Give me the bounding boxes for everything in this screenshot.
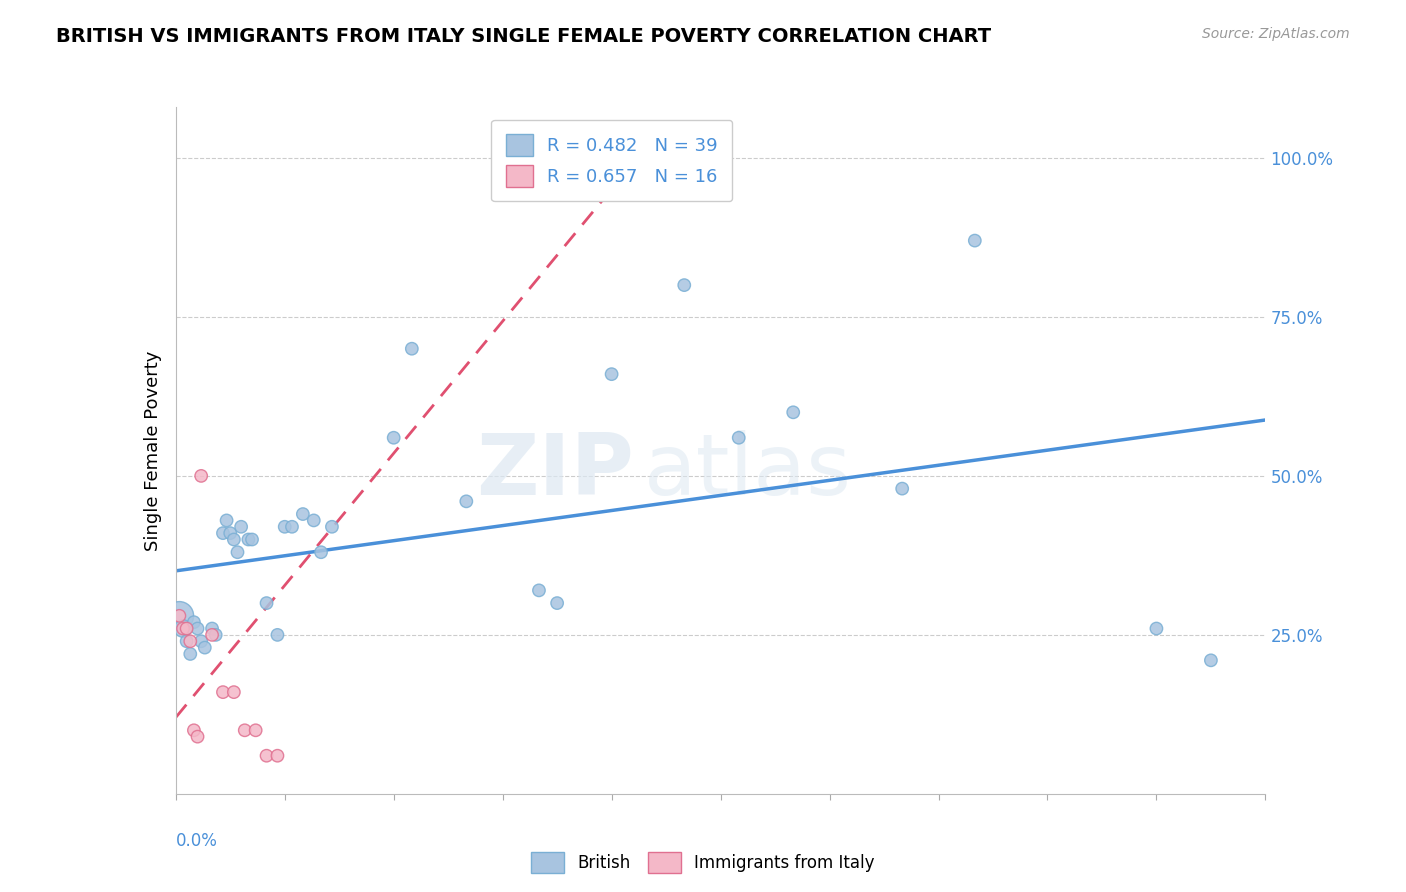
Point (963, 234, 986, 248)
Point (169, 608, 191, 623)
Point (172, 622, 194, 636)
Point (600, 367, 623, 381)
Point (281, 520, 304, 534)
Point (891, 482, 914, 496)
Point (302, 513, 325, 527)
Point (266, 628, 288, 642)
Point (222, 533, 245, 547)
Point (179, 647, 201, 661)
Text: atlas: atlas (644, 430, 852, 513)
Point (266, 748, 288, 763)
Point (201, 622, 224, 636)
Point (226, 545, 249, 559)
Text: ZIP: ZIP (475, 430, 633, 513)
Point (382, 431, 405, 445)
Point (183, 723, 205, 738)
Point (401, 342, 423, 356)
Point (673, 278, 696, 293)
Point (212, 526, 235, 541)
Point (212, 685, 235, 699)
Y-axis label: Single Female Poverty: Single Female Poverty (143, 351, 162, 550)
Point (172, 622, 194, 636)
Point (1146, 622, 1168, 636)
Point (194, 640, 217, 655)
Point (527, 169, 550, 184)
Point (291, 507, 314, 521)
Point (456, 494, 478, 508)
Point (527, 583, 550, 598)
Text: BRITISH VS IMMIGRANTS FROM ITALY SINGLE FEMALE POVERTY CORRELATION CHART: BRITISH VS IMMIGRANTS FROM ITALY SINGLE … (56, 27, 991, 45)
Legend: British, Immigrants from Italy: British, Immigrants from Italy (524, 846, 882, 880)
Point (238, 533, 260, 547)
Point (176, 622, 198, 636)
Point (179, 634, 201, 648)
Point (309, 545, 332, 559)
Point (600, 169, 623, 184)
Text: Source: ZipAtlas.com: Source: ZipAtlas.com (1202, 27, 1350, 41)
Point (727, 431, 749, 445)
Point (274, 520, 297, 534)
Point (231, 520, 253, 534)
Point (186, 622, 209, 636)
Text: 0.0%: 0.0% (176, 831, 218, 850)
Point (1199, 653, 1222, 667)
Point (240, 533, 263, 547)
Point (219, 526, 242, 541)
Point (222, 685, 245, 699)
Point (190, 469, 212, 483)
Point (215, 513, 238, 527)
Point (256, 596, 278, 610)
Point (201, 628, 224, 642)
Point (204, 628, 226, 642)
Point (321, 520, 343, 534)
Point (233, 723, 256, 738)
Point (546, 596, 568, 610)
Point (245, 723, 267, 738)
Legend: R = 0.482   N = 39, R = 0.657   N = 16: R = 0.482 N = 39, R = 0.657 N = 16 (491, 120, 733, 202)
Point (176, 634, 198, 648)
Point (256, 748, 278, 763)
Point (169, 608, 191, 623)
Point (190, 634, 212, 648)
Point (183, 615, 205, 630)
Point (782, 405, 804, 419)
Point (186, 730, 209, 744)
